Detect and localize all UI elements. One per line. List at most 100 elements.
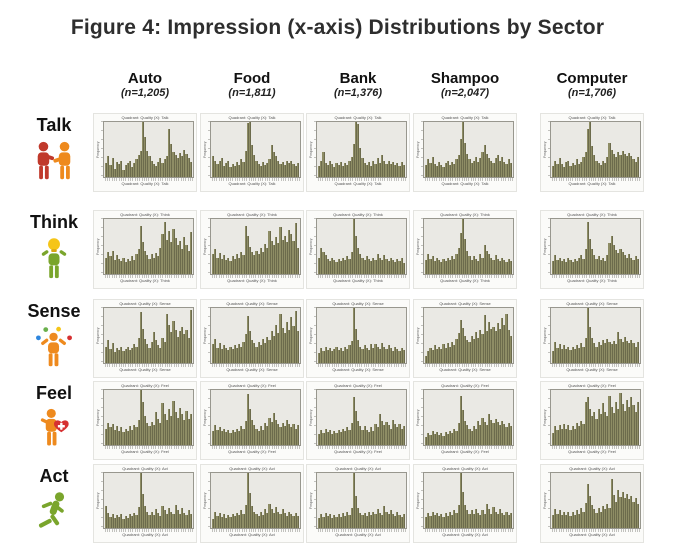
y-axis-label: Frequency [543, 409, 547, 426]
histogram-bar [571, 261, 574, 274]
histogram-bar [453, 163, 456, 177]
histogram-bar [483, 245, 486, 274]
x-axis-label: Quadrant: Quality (X): Think [333, 278, 383, 283]
histogram-bar [170, 242, 173, 274]
plot-area [423, 389, 514, 446]
histogram-bar [601, 257, 605, 274]
histogram-bar [255, 428, 258, 445]
histogram-bar [222, 513, 226, 528]
histogram-bar [623, 498, 626, 528]
histogram-bar [220, 430, 223, 445]
histogram-bar [128, 513, 132, 528]
histogram-bar [565, 348, 568, 363]
histogram-bar [438, 435, 441, 445]
histogram-bar [429, 258, 432, 274]
histogram-bar [427, 254, 430, 274]
histogram-bar [606, 416, 609, 445]
histogram-bar [507, 423, 510, 445]
histogram-bar [163, 159, 166, 177]
histogram-bar [218, 343, 221, 363]
histogram-bar [111, 424, 114, 445]
histogram-bar [575, 423, 579, 445]
histogram-bar [111, 157, 114, 177]
histogram-bar [503, 259, 506, 274]
row-title: Talk [36, 115, 72, 135]
histogram-bar [429, 515, 432, 528]
histogram-bar [163, 510, 166, 528]
histogram-bar [552, 432, 555, 445]
histogram-bar [357, 124, 360, 177]
mini-chart-body: Frequency [543, 472, 641, 529]
histogram-bar [440, 348, 443, 363]
histogram-bar [593, 255, 596, 274]
histogram-bar [139, 225, 142, 274]
histogram-bar [558, 158, 561, 177]
histogram-bar [367, 258, 371, 274]
plot-area [210, 121, 301, 178]
histogram-bar [376, 509, 379, 528]
histogram-bar [133, 259, 136, 274]
histogram-bar [229, 517, 232, 528]
y-axis-ticks [208, 218, 210, 275]
histogram-bar [560, 163, 563, 177]
histogram-bar [253, 255, 256, 274]
histogram-bar [621, 342, 624, 363]
histogram-bar [339, 517, 342, 528]
histogram-bar [212, 430, 215, 445]
histogram-bar [595, 418, 598, 445]
histogram-bar [320, 247, 323, 274]
histogram-bar [359, 254, 362, 274]
histogram-bar [461, 327, 465, 363]
histogram-bar [170, 416, 173, 445]
histogram-bar [214, 248, 217, 274]
histogram-bar [474, 258, 478, 274]
x-axis-label: Quadrant: Quality (X): Talk [121, 181, 169, 186]
x-axis-ticks [318, 529, 407, 532]
histogram-bar [588, 122, 592, 177]
histogram-bar [128, 260, 132, 274]
histogram-bar [505, 427, 508, 445]
histogram-bar [400, 347, 403, 363]
histogram-bar [268, 339, 271, 363]
histogram-bar [174, 237, 177, 274]
sample-size: (n=1,376) [334, 87, 382, 99]
histogram-bar [391, 350, 395, 363]
histogram-bar [229, 260, 232, 274]
y-axis-ticks [208, 121, 210, 178]
histogram-bar [372, 347, 375, 363]
histogram-bar [352, 396, 355, 445]
histogram-bar [281, 239, 284, 274]
histogram-bar [350, 508, 353, 528]
histogram-bar [558, 510, 561, 528]
histogram-bar [468, 159, 471, 177]
histogram-bar [425, 356, 428, 363]
histogram-bar [492, 423, 495, 445]
histogram-bar [324, 255, 327, 274]
histogram-bar [578, 513, 581, 528]
histogram-bar [318, 353, 321, 363]
histogram-bar [496, 323, 499, 363]
histogram-bar [272, 335, 275, 363]
histogram-bar [292, 515, 295, 528]
histogram-bar [481, 334, 484, 363]
histogram-bar [159, 423, 162, 445]
histogram-bar [227, 257, 230, 274]
histogram-bar [281, 327, 284, 363]
mini-chart-title: Quadrant: Quality (X): Think [567, 212, 617, 217]
histogram-bar [498, 328, 502, 363]
histogram-bar [507, 159, 510, 177]
histogram-bar [363, 345, 366, 363]
histogram-bar [582, 258, 585, 274]
histogram-bar [141, 328, 145, 363]
histogram-bar [346, 348, 349, 363]
mini-chart-body: Frequency [203, 218, 301, 275]
histogram-bar [178, 331, 182, 363]
histogram-bar [374, 344, 377, 363]
histogram-bar [135, 159, 138, 177]
histogram-bar [459, 473, 462, 528]
plot-area [550, 389, 641, 446]
histogram-bar [494, 255, 497, 274]
histogram-bar [292, 424, 295, 445]
histogram-bar [337, 429, 340, 445]
histogram-bar [167, 508, 171, 528]
